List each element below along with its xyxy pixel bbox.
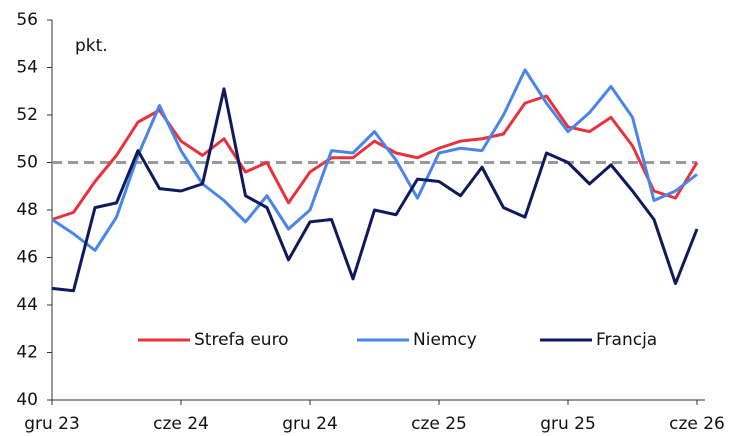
- x-tick-label: cze 26: [669, 414, 725, 434]
- y-tick-label: 48: [16, 200, 38, 220]
- y-tick-label: 52: [16, 105, 38, 125]
- y-tick-label: 56: [16, 10, 38, 30]
- series-line: [51, 68, 698, 252]
- x-tick-label: cze 24: [153, 414, 209, 434]
- y-tick-label: 54: [16, 58, 38, 78]
- legend-label: Niemcy: [413, 330, 477, 350]
- y-tick-label: 44: [16, 295, 38, 315]
- y-tick-label: 46: [16, 248, 38, 268]
- y-tick-label: 42: [16, 343, 38, 363]
- series-line: [51, 87, 699, 293]
- y-tick-label: 50: [16, 153, 38, 173]
- y-axis-label: pkt.: [75, 36, 108, 56]
- x-tick-label: cze 25: [411, 414, 467, 434]
- legend-label: Francja: [596, 330, 657, 350]
- x-tick-label: gru 24: [282, 414, 338, 434]
- x-tick-label: gru 25: [540, 414, 596, 434]
- y-tick-label: 40: [16, 390, 38, 410]
- series-line: [51, 94, 699, 221]
- x-tick-label: gru 23: [24, 414, 80, 434]
- legend-label: Strefa euro: [194, 330, 289, 350]
